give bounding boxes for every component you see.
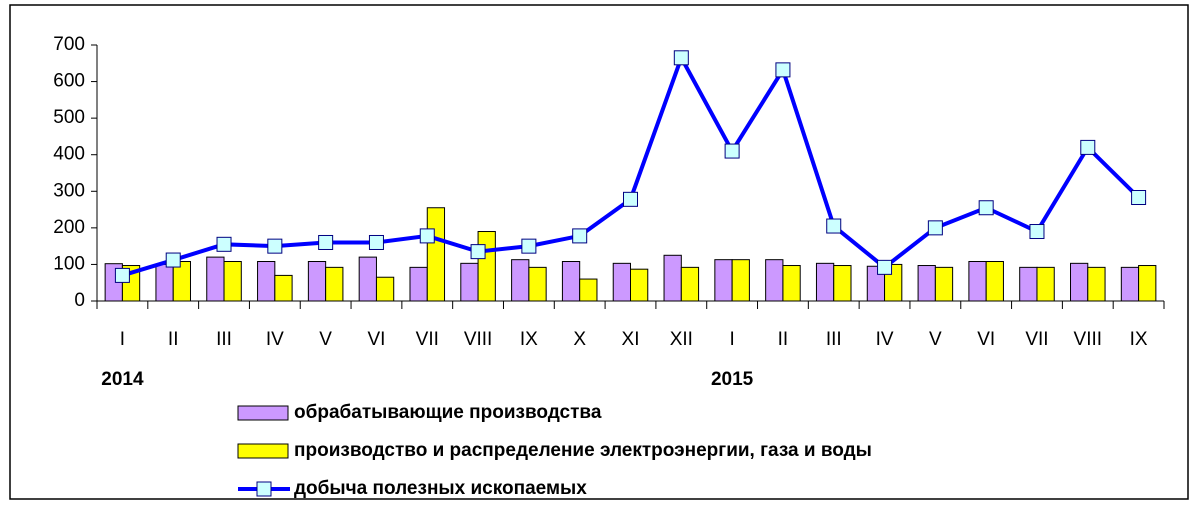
frame bbox=[9, 4, 1189, 500]
marker bbox=[877, 259, 893, 275]
marker bbox=[419, 228, 435, 244]
y-tick-label: 600 bbox=[53, 71, 85, 92]
bar bbox=[477, 231, 496, 302]
bar bbox=[934, 266, 954, 302]
bar bbox=[206, 256, 225, 302]
marker bbox=[267, 238, 283, 254]
legend-swatch bbox=[237, 405, 289, 421]
bar bbox=[561, 261, 581, 302]
x-tick-label: VIII bbox=[1074, 329, 1103, 350]
bar bbox=[528, 266, 547, 302]
bar bbox=[579, 278, 598, 302]
marker bbox=[826, 218, 842, 234]
marker bbox=[724, 143, 740, 159]
bar bbox=[1036, 266, 1055, 302]
legend-marker bbox=[256, 481, 272, 497]
marker bbox=[623, 191, 638, 207]
x-tick-label: III bbox=[216, 329, 232, 350]
marker bbox=[1131, 190, 1147, 206]
x-tick-label: V bbox=[319, 329, 332, 350]
x-tick-label: V bbox=[929, 329, 942, 350]
year-label: 2015 bbox=[711, 369, 754, 390]
y-tick-label: 700 bbox=[53, 34, 85, 55]
bar bbox=[714, 259, 733, 302]
bar bbox=[968, 261, 987, 302]
legend-label: обрабатывающие производства bbox=[294, 402, 602, 423]
y-tick-label: 200 bbox=[53, 217, 85, 238]
bar bbox=[1070, 262, 1089, 302]
bar bbox=[833, 265, 852, 302]
x-tick-label: IV bbox=[876, 329, 894, 350]
bar bbox=[630, 268, 649, 302]
x-tick-label: XII bbox=[670, 329, 693, 350]
bar bbox=[1019, 266, 1038, 302]
marker bbox=[978, 200, 994, 216]
bar bbox=[223, 261, 242, 302]
bar bbox=[663, 254, 682, 302]
year-label: 2014 bbox=[101, 369, 144, 390]
x-tick-label: I bbox=[729, 329, 734, 350]
bar bbox=[325, 266, 344, 302]
x-tick-label: IX bbox=[1130, 329, 1148, 350]
bar bbox=[426, 207, 446, 302]
y-tick-label: 100 bbox=[53, 253, 85, 274]
bar bbox=[307, 261, 327, 302]
marker bbox=[470, 244, 486, 260]
marker bbox=[927, 220, 943, 236]
x-tick-label: VII bbox=[416, 329, 439, 350]
marker bbox=[368, 234, 384, 250]
bar bbox=[680, 266, 700, 302]
x-tick-label: VI bbox=[367, 329, 385, 350]
x-tick-label: II bbox=[168, 329, 179, 350]
bar bbox=[917, 265, 936, 302]
x-tick-label: XI bbox=[622, 329, 640, 350]
bar bbox=[985, 261, 1004, 302]
marker bbox=[165, 252, 181, 268]
x-tick-label: II bbox=[778, 329, 789, 350]
x-tick-label: VIII bbox=[464, 329, 493, 350]
y-tick-label: 0 bbox=[74, 290, 85, 311]
marker bbox=[1080, 139, 1096, 155]
marker bbox=[775, 62, 791, 78]
bar bbox=[1120, 266, 1140, 302]
bar bbox=[731, 259, 750, 302]
x-tick-label: VI bbox=[977, 329, 995, 350]
bar bbox=[511, 259, 530, 302]
y-tick-label: 300 bbox=[53, 180, 85, 201]
x-tick-label: I bbox=[120, 329, 125, 350]
marker bbox=[673, 50, 689, 66]
bar bbox=[1138, 265, 1157, 302]
x-tick-label: III bbox=[826, 329, 842, 350]
marker bbox=[318, 234, 334, 250]
marker bbox=[216, 236, 232, 252]
bar bbox=[815, 262, 835, 302]
bar bbox=[1087, 266, 1106, 302]
x-tick-label: IX bbox=[520, 329, 538, 350]
bar bbox=[257, 261, 276, 302]
y-tick-label: 500 bbox=[53, 107, 85, 128]
y-tick-label: 400 bbox=[53, 144, 85, 165]
legend-label: добыча полезных ископаемых bbox=[294, 478, 587, 499]
bar bbox=[782, 265, 801, 302]
marker bbox=[1029, 224, 1045, 240]
x-tick-label: VII bbox=[1025, 329, 1048, 350]
marker bbox=[572, 228, 588, 244]
bar bbox=[155, 263, 174, 302]
marker bbox=[114, 267, 130, 283]
bar bbox=[172, 261, 191, 302]
bar bbox=[274, 274, 293, 302]
bar bbox=[612, 262, 631, 302]
bar bbox=[765, 259, 784, 302]
bar bbox=[409, 266, 428, 302]
legend-swatch bbox=[237, 443, 289, 459]
legend-label: производство и распределение электроэнер… bbox=[294, 440, 872, 461]
x-tick-label: IV bbox=[266, 329, 284, 350]
bar bbox=[358, 256, 377, 302]
x-tick-label: X bbox=[573, 329, 586, 350]
bar bbox=[375, 276, 395, 302]
marker bbox=[521, 238, 537, 254]
bar bbox=[460, 262, 479, 302]
